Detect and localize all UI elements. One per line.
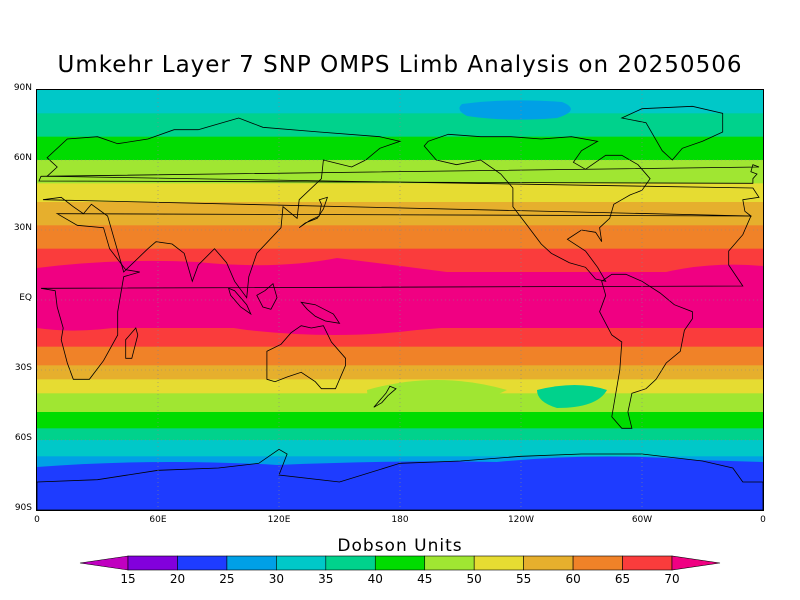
coastlines: [37, 105, 763, 510]
sumatra-coastline: [227, 287, 252, 316]
north-america-coastline: [423, 133, 651, 282]
ozone-band: [37, 90, 763, 114]
new-guinea-coastline: [300, 301, 341, 324]
ozone-band: [37, 225, 763, 250]
colorbar-swatch: [572, 555, 623, 571]
arctic-low: [459, 100, 571, 120]
ozone-map: [36, 89, 764, 511]
latitude-tick-label: 90N: [13, 83, 32, 93]
longitude-tick-label: 60W: [631, 515, 653, 525]
colorbar-swatch: [276, 555, 327, 571]
longitude-tick-label: 180: [391, 515, 409, 525]
africa-coastline: [40, 213, 752, 380]
colorbar-tick-label: 50: [466, 572, 482, 586]
colorbar-swatch: [523, 555, 574, 571]
greenland-coastline: [620, 105, 724, 161]
colorbar-tick-label: 35: [318, 572, 334, 586]
colorbar-swatch: [325, 555, 376, 571]
latitude-tick-label: 90S: [14, 503, 32, 513]
eurasia-coastline: [42, 117, 760, 299]
latitude-tick-label: 30S: [14, 363, 32, 373]
ozone-features: [37, 100, 763, 510]
colorbar-max-arrow: [671, 555, 721, 571]
colorbar-swatch: [374, 555, 426, 571]
ozone-band: [37, 346, 763, 366]
colorbar-tick-label: 70: [664, 572, 680, 586]
colorbar-swatch: [226, 555, 277, 571]
new-zealand-coastline: [373, 385, 397, 408]
ozone-band: [37, 328, 763, 348]
colorbar-swatch: [424, 555, 475, 571]
ozone-band: [37, 202, 763, 226]
ozone-band: [37, 412, 763, 429]
south-atlantic-cyan: [537, 385, 607, 408]
colorbar-tick-label: 25: [219, 572, 235, 586]
latitude-tick-label: 60S: [14, 433, 32, 443]
colorbar-swatch: [177, 555, 228, 571]
ozone-band: [37, 365, 763, 380]
latitude-tick-label: 30N: [13, 223, 32, 233]
japan-coastline: [298, 196, 329, 229]
equatorial-maximum: [37, 258, 763, 335]
longitude-tick-label: 120W: [507, 515, 535, 525]
longitude-tick-label: 0: [760, 515, 766, 525]
uk-coastline: [38, 164, 760, 184]
antarctica-coastline: [37, 448, 763, 510]
antarctic-low: [37, 456, 763, 510]
colorbar-tick-label: 65: [614, 572, 631, 586]
colorbar-tick-label: 30: [268, 572, 284, 586]
colorbar-tick-label: 55: [515, 572, 532, 586]
colorbar-tick-label: 40: [367, 572, 383, 586]
colorbar-tick-label: 60: [565, 572, 581, 586]
colorbar-min-arrow: [79, 555, 129, 571]
colorbar-tick-label: 45: [417, 572, 433, 586]
gridlines: [37, 90, 763, 510]
colorbar-title: Dobson Units: [337, 536, 463, 556]
madagascar-coastline: [125, 327, 139, 359]
ozone-band: [37, 183, 763, 203]
latitude-tick-label: EQ: [19, 293, 32, 303]
ozone-band: [37, 440, 763, 457]
south-pacific-green: [367, 380, 507, 412]
map-canvas: [37, 90, 763, 510]
colorbar-tick-label: 15: [120, 572, 136, 586]
latitude-tick-label: 60N: [13, 153, 32, 163]
australia-coastline: [266, 325, 346, 390]
colorbar-swatch: [127, 555, 178, 571]
colorbar-swatch: [473, 555, 524, 571]
longitude-tick-label: 0: [34, 515, 40, 525]
borneo-coastline: [256, 282, 278, 310]
colorbar-tick-label: 20: [169, 572, 186, 586]
ozone-band: [37, 136, 763, 161]
ozone-band: [37, 113, 763, 138]
longitude-tick-label: 60E: [149, 515, 167, 525]
south-america-coastline: [599, 273, 693, 429]
longitude-tick-label: 120E: [267, 515, 291, 525]
page-title: Umkehr Layer 7 SNP OMPS Limb Analysis on…: [57, 52, 743, 78]
colorbar-swatch: [622, 555, 673, 571]
